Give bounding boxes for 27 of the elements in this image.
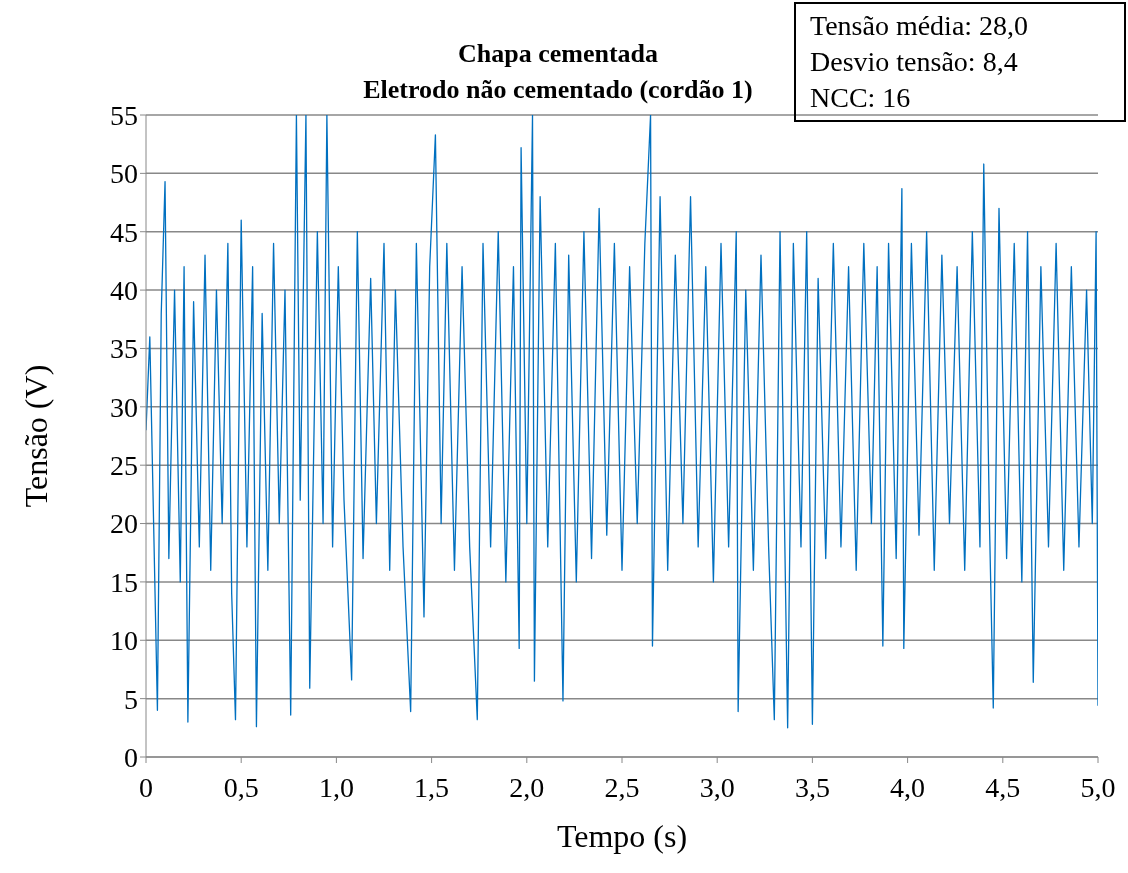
note-box: Tensão média: 28,0 Desvio tensão: 8,4 NCC: 16 (794, 2, 1126, 122)
y-tick-label: 50 (110, 158, 138, 190)
y-tick-label: 5 (124, 683, 138, 715)
y-tick-label: 40 (110, 275, 138, 307)
x-tick-label: 2,5 (604, 771, 640, 803)
y-tick-label: 10 (110, 625, 138, 657)
y-tick-label: 0 (124, 741, 138, 773)
y-axis-title: Tensão (V) (18, 364, 55, 508)
x-tick-label: 4,0 (890, 771, 926, 803)
y-tick-label: 55 (110, 99, 138, 131)
y-tick-label: 25 (110, 450, 138, 482)
y-tick-label: 20 (110, 508, 138, 540)
x-axis-title: Tempo (s) (556, 818, 688, 854)
y-tick-label: 35 (110, 333, 138, 365)
chart-title: Chapa cementada (457, 39, 659, 68)
x-tick-label: 2,0 (509, 771, 545, 803)
y-tick-label: 30 (110, 391, 138, 423)
y-tick-label: 15 (110, 566, 138, 598)
chart-subtitle: Eletrodo não cementado (cordão 1) (363, 75, 753, 104)
x-tick-label: 1,0 (318, 771, 354, 803)
x-tick-label: 5,0 (1080, 771, 1116, 803)
x-tick-label: 3,5 (794, 771, 830, 803)
x-tick-label: 0,5 (223, 771, 259, 803)
x-tick-label: 3,0 (699, 771, 735, 803)
x-tick-label: 1,5 (414, 771, 450, 803)
x-tick-label: 4,5 (985, 771, 1021, 803)
y-tick-label: 45 (110, 216, 138, 248)
